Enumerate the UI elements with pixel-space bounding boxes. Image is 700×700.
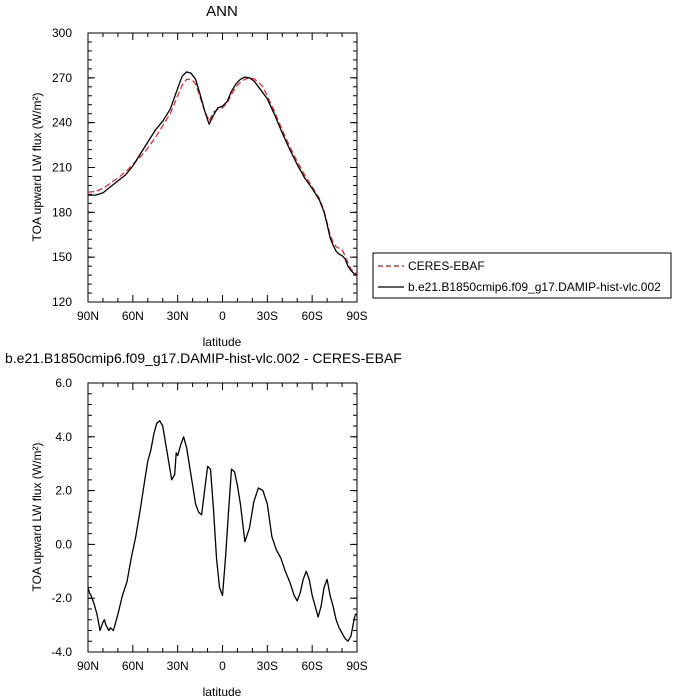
x-tick-label: 90N [77, 659, 99, 673]
x-tick-label: 30N [167, 659, 189, 673]
legend: CERES-EBAF b.e21.B1850cmip6.f09_g17.DAMI… [372, 252, 672, 299]
x-tick-label: 90S [346, 659, 367, 673]
y-tick-label: 180 [52, 205, 72, 219]
y-tick-label: 240 [52, 116, 72, 130]
y-tick-label: 150 [52, 250, 72, 264]
y-tick-label: 2.0 [55, 484, 72, 498]
y-tick-label: 300 [52, 26, 72, 40]
series-line-1 [88, 71, 358, 276]
top-chart-ticks: 90N 60N 30N 0 30S 60S 90S 120 150 180 210 240 270 300 [52, 26, 368, 323]
bottom-chart-xlabel: latitude [203, 685, 242, 699]
bottom-chart-ticks: 90N 60N 30N 0 30S 60S 90S -4.0 -2.0 0.0 2.0 4.0 6.0 [51, 376, 367, 673]
x-tick-label: 60S [301, 659, 322, 673]
x-tick-label: 60S [301, 309, 322, 323]
top-chart-xlabel: latitude [203, 335, 242, 349]
bottom-chart-ylabel: TOA upward LW flux (W/m²) [30, 443, 44, 592]
legend-box [372, 252, 672, 299]
y-tick-label: -2.0 [51, 591, 72, 605]
x-tick-label: 30N [167, 309, 189, 323]
top-chart-lines [87, 71, 358, 276]
top-chart-title: ANN [206, 3, 238, 20]
bottom-chart: b.e21.B1850cmip6.f09_g17.DAMIP-hist-vlc.… [5, 350, 402, 699]
legend-label-model: b.e21.B1850cmip6.f09_g17.DAMIP-hist-vlc.… [408, 280, 661, 294]
y-tick-label: 0.0 [55, 537, 72, 551]
x-tick-label: 0 [219, 309, 226, 323]
top-chart-ylabel: TOA upward LW flux (W/m²) [30, 93, 44, 242]
top-chart-frame [87, 32, 358, 303]
y-tick-label: 4.0 [55, 430, 72, 444]
x-tick-label: 0 [219, 659, 226, 673]
y-tick-label: 6.0 [55, 376, 72, 390]
series-line-0 [87, 420, 357, 642]
y-tick-label: 120 [52, 295, 72, 309]
x-tick-label: 90S [346, 309, 367, 323]
x-tick-label: 60N [122, 309, 144, 323]
bottom-chart-lines [87, 420, 357, 642]
x-tick-label: 30S [257, 659, 278, 673]
top-chart: ANN latitude TOA upward LW flux (W/m²) 9… [30, 3, 368, 349]
bottom-chart-title: b.e21.B1850cmip6.f09_g17.DAMIP-hist-vlc.… [5, 350, 402, 366]
y-tick-label: 270 [52, 71, 72, 85]
x-tick-label: 90N [77, 309, 99, 323]
series-line-0 [87, 77, 358, 275]
x-tick-label: 30S [257, 309, 278, 323]
y-tick-label: 210 [52, 161, 72, 175]
legend-label-ceres: CERES-EBAF [408, 259, 485, 273]
y-tick-label: -4.0 [51, 645, 72, 659]
x-tick-label: 60N [122, 659, 144, 673]
